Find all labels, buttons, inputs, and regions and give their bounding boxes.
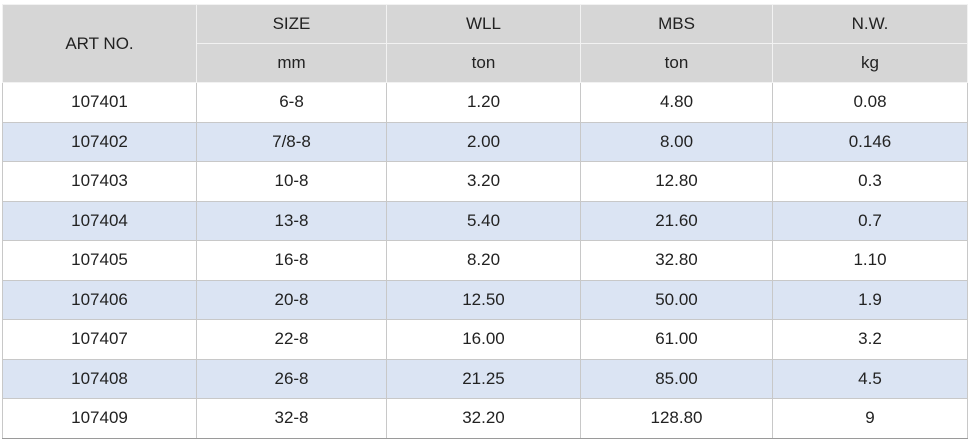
data-row: 107405 16-8 8.20 32.80 1.10 <box>2 240 968 281</box>
data-cell: 107408 <box>2 358 197 399</box>
data-cell: 16-8 <box>196 240 387 281</box>
data-cell: 16.00 <box>386 319 581 360</box>
table-container: ART NO. SIZE WLL MBS N.W. mm ton ton kg 107401 6-… <box>2 4 968 439</box>
data-cell: 107401 <box>2 82 197 123</box>
data-cell: 1.9 <box>772 279 968 320</box>
data-cell: 107402 <box>2 121 197 162</box>
unit-row: mm ton ton kg <box>3 43 968 83</box>
data-cell: 20-8 <box>196 279 387 320</box>
data-cell: 61.00 <box>580 319 773 360</box>
spec-table: ART NO. SIZE WLL MBS N.W. mm ton ton kg 107401 6-… <box>2 4 968 439</box>
data-cell: 50.00 <box>580 279 773 320</box>
data-cell: 32.80 <box>580 240 773 281</box>
unit-cell: kg <box>772 43 968 83</box>
data-cell: 107404 <box>2 200 197 241</box>
data-cell: 0.146 <box>772 121 968 162</box>
data-cell: 21.25 <box>386 358 581 399</box>
data-cell: 21.60 <box>580 200 773 241</box>
data-cell: 1.10 <box>772 240 968 281</box>
unit-cell: ton <box>580 43 773 83</box>
data-cell: 0.3 <box>772 161 968 202</box>
data-cell: 0.08 <box>772 82 968 123</box>
data-cell: 8.20 <box>386 240 581 281</box>
data-cell: 22-8 <box>196 319 387 360</box>
data-cell: 7/8-8 <box>196 121 387 162</box>
data-row: 107408 26-8 21.25 85.00 4.5 <box>2 358 968 399</box>
data-cell: 12.80 <box>580 161 773 202</box>
data-cell: 128.80 <box>580 398 773 439</box>
header-cell: N.W. <box>772 4 968 44</box>
data-cell: 13-8 <box>196 200 387 241</box>
data-cell: 9 <box>772 398 968 439</box>
data-row: 107407 22-8 16.00 61.00 3.2 <box>2 319 968 360</box>
header-row: ART NO. SIZE WLL MBS N.W. <box>2 4 968 83</box>
data-row: 107404 13-8 5.40 21.60 0.7 <box>2 200 968 241</box>
data-cell: 26-8 <box>196 358 387 399</box>
data-cell: 107406 <box>2 279 197 320</box>
data-cell: 1.20 <box>386 82 581 123</box>
data-cell: 3.2 <box>772 319 968 360</box>
data-cell: 3.20 <box>386 161 581 202</box>
data-cell: 32-8 <box>196 398 387 439</box>
data-cell: 8.00 <box>580 121 773 162</box>
data-cell: 5.40 <box>386 200 581 241</box>
data-cell: 6-8 <box>196 82 387 123</box>
data-cell: 85.00 <box>580 358 773 399</box>
data-cell: 32.20 <box>386 398 581 439</box>
header-cell: MBS <box>580 4 773 44</box>
data-row: 107401 6-8 1.20 4.80 0.08 <box>2 82 968 123</box>
unit-cell: ton <box>386 43 581 83</box>
table-body: 107401 6-8 1.20 4.80 0.08 107402 7/8-8 2.00 8.00… <box>2 82 968 439</box>
header-cell: ART NO. <box>2 4 197 83</box>
data-cell: 107407 <box>2 319 197 360</box>
table-header: ART NO. SIZE WLL MBS N.W. mm ton ton kg <box>2 4 968 83</box>
data-cell: 10-8 <box>196 161 387 202</box>
data-row: 107409 32-8 32.20 128.80 9 <box>2 398 968 439</box>
data-cell: 107405 <box>2 240 197 281</box>
data-cell: 2.00 <box>386 121 581 162</box>
data-cell: 4.5 <box>772 358 968 399</box>
header-cell: SIZE <box>196 4 387 44</box>
data-cell: 107409 <box>2 398 197 439</box>
data-cell: 12.50 <box>386 279 581 320</box>
unit-cell: mm <box>196 43 387 83</box>
data-row: 107403 10-8 3.20 12.80 0.3 <box>2 161 968 202</box>
data-row: 107406 20-8 12.50 50.00 1.9 <box>2 279 968 320</box>
header-cell: WLL <box>386 4 581 44</box>
data-cell: 107403 <box>2 161 197 202</box>
data-row: 107402 7/8-8 2.00 8.00 0.146 <box>2 121 968 162</box>
data-cell: 4.80 <box>580 82 773 123</box>
data-cell: 0.7 <box>772 200 968 241</box>
